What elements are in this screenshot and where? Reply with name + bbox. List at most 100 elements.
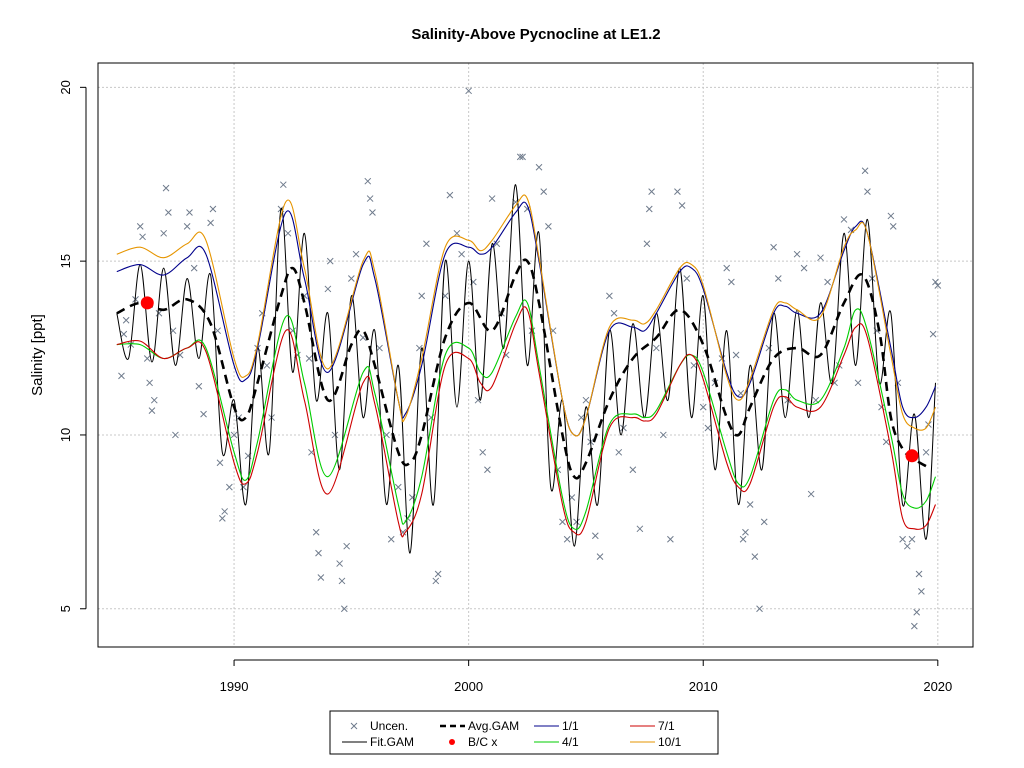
uncen-point (139, 233, 146, 241)
uncen-point (183, 223, 191, 230)
uncen-point (667, 535, 674, 543)
uncen-point (423, 240, 430, 248)
uncen-point (352, 250, 360, 258)
uncen-point (915, 570, 923, 578)
x-tick-label: 2020 (923, 679, 952, 694)
uncen-point (643, 240, 651, 248)
uncen-point (739, 535, 747, 543)
uncen-point (911, 622, 918, 630)
uncen-point (240, 483, 247, 491)
uncen-point (160, 229, 168, 237)
uncen-point (674, 188, 681, 195)
uncen-point (908, 535, 916, 543)
uncen-point (645, 205, 653, 213)
uncen-point (120, 330, 128, 338)
uncen-point (474, 396, 482, 404)
uncen-point (190, 264, 198, 272)
uncen-point (573, 518, 580, 526)
y-axis-label: Salinity [ppt] (29, 314, 46, 396)
uncen-point (683, 275, 691, 282)
uncen-point (800, 264, 808, 272)
uncen-point (610, 309, 618, 317)
uncen-point (887, 212, 895, 220)
uncen-point (699, 403, 707, 411)
uncen-point (606, 292, 613, 300)
uncen-point (913, 608, 921, 616)
uncen-point (596, 553, 604, 560)
uncen-point (615, 448, 623, 456)
uncen-point (305, 355, 313, 362)
legend-label-uncen: Uncen. (370, 719, 408, 733)
uncen-point (493, 240, 501, 248)
uncen-point (331, 431, 339, 439)
uncen-point (209, 205, 217, 213)
uncen-point (746, 501, 754, 508)
uncen-point (340, 605, 348, 613)
uncen-point (918, 588, 925, 595)
uncen-point (338, 577, 346, 585)
legend-marker-bc (449, 739, 455, 745)
uncen-point (751, 553, 759, 560)
uncen-point (387, 535, 395, 543)
x-tick-label: 2010 (689, 679, 718, 694)
uncen-point (148, 407, 156, 414)
uncen-point (479, 448, 487, 456)
y-tick-label: 20 (58, 80, 73, 94)
bc-points (140, 296, 919, 463)
uncen-point (620, 424, 627, 432)
bc-point (905, 449, 919, 463)
uncen-point (326, 257, 334, 265)
uncen-point (226, 483, 233, 491)
uncen-point (559, 518, 566, 526)
uncen-point (765, 344, 773, 352)
uncen-point (678, 202, 686, 209)
y-tick-label: 5 (58, 605, 73, 612)
y-tick-label: 10 (58, 428, 73, 442)
legend-label-s1_1: 1/1 (562, 719, 579, 733)
legend-label-bc: B/C x (468, 735, 497, 749)
uncen-point (540, 188, 548, 195)
uncen-point (446, 191, 454, 199)
uncen-point (636, 525, 644, 533)
legend-label-fit_gam: Fit.GAM (370, 735, 414, 749)
uncen-point (737, 389, 745, 397)
uncen-point (343, 542, 351, 550)
uncen-point (200, 410, 207, 418)
uncen-point (704, 424, 712, 432)
uncen-point (723, 264, 731, 272)
uncen-point (122, 316, 130, 324)
uncen-point (899, 535, 906, 543)
legend-label-s4_1: 4/1 (562, 735, 579, 749)
uncen-point (861, 167, 869, 175)
uncen-point (218, 515, 226, 522)
legend-label-s10_1: 10/1 (658, 735, 682, 749)
uncen-point (535, 163, 543, 171)
uncen-point (817, 254, 824, 262)
uncen-point (434, 570, 442, 578)
uncen-point (315, 549, 322, 557)
uncen-point (934, 282, 942, 289)
uncen-point (854, 379, 862, 387)
uncen-point (484, 466, 491, 474)
uncen-point (784, 396, 792, 404)
series-line-s10_1 (116, 194, 937, 437)
uncen-point (648, 188, 655, 195)
uncen-point (629, 466, 637, 474)
uncen-point (840, 216, 848, 223)
uncen-point (369, 209, 376, 216)
uncen-point (889, 223, 897, 230)
uncen-point (221, 508, 229, 515)
legend-marker-uncen (350, 722, 358, 730)
uncen-point (394, 483, 402, 491)
bc-point (140, 296, 154, 310)
uncen-point (903, 542, 911, 550)
uncen-point (591, 532, 599, 540)
uncen-point (770, 243, 777, 251)
uncen-point (336, 560, 343, 567)
uncen-point (793, 250, 801, 258)
uncen-point (659, 431, 667, 439)
uncen-point (582, 396, 590, 404)
uncen-point (824, 278, 831, 286)
y-tick-label: 15 (58, 254, 73, 268)
